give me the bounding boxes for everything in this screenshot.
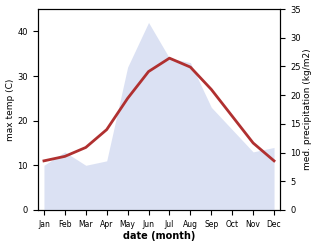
Y-axis label: med. precipitation (kg/m2): med. precipitation (kg/m2)	[303, 49, 313, 170]
X-axis label: date (month): date (month)	[123, 231, 195, 242]
Y-axis label: max temp (C): max temp (C)	[5, 78, 15, 141]
